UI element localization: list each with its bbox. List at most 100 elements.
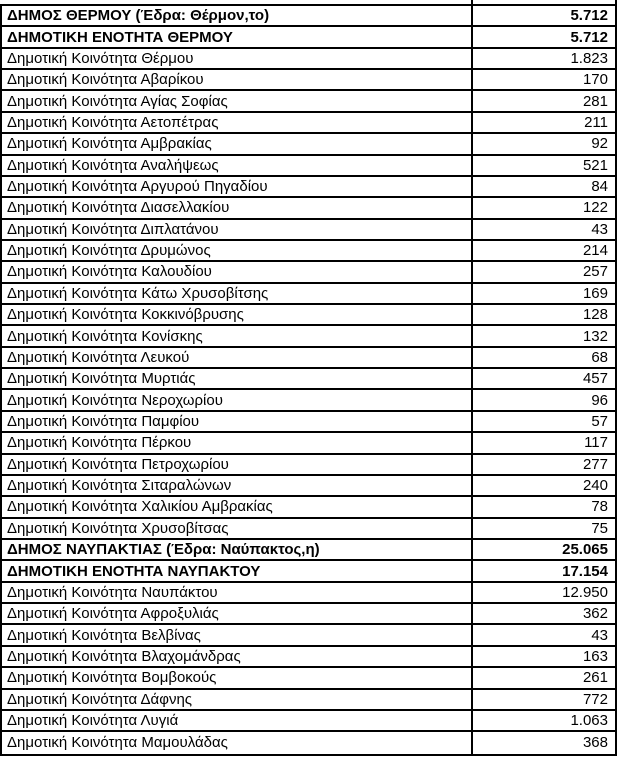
population-value-cell: 277 <box>582 455 608 473</box>
area-name-cell: Δημοτική Κοινότητα Αναλήψεως <box>2 155 473 175</box>
area-name-cell: Δημοτική Κοινότητα Μυρτιάς <box>2 369 473 389</box>
area-name-cell: Δημοτική Κοινότητα Αφροξυλιάς <box>2 604 473 624</box>
table-row: ΔΗΜΟΤΙΚΗ ΕΝΟΤΗΤΑ ΘΕΡΜΟΥ 5.712 <box>2 27 615 49</box>
table-row: Δημοτική Κοινότητα Καλουδίου 257 <box>2 262 615 284</box>
area-name-cell: Δημοτική Κοινότητα Βελβίνας <box>2 625 473 645</box>
population-value-cell: 457 <box>582 370 608 388</box>
table-row: ΔΗΜΟΣ ΝΑΥΠΑΚΤΙΑΣ (Έδρα: Ναύπακτος,η) 25.0… <box>2 539 615 562</box>
table-row: Δημοτική Κοινότητα Σιταραλώνων 240 <box>2 475 615 498</box>
population-value-cell: 362 <box>582 605 608 623</box>
area-name-cell: Δημοτική Κοινότητα Σιταραλώνων <box>2 475 473 496</box>
population-value-cell: 5.712 <box>570 28 608 46</box>
table-row: Δημοτική Κοινότητα Λευκού 68 <box>2 347 615 370</box>
area-name-cell: Δημοτική Κοινότητα Αγίας Σοφίας <box>2 91 473 111</box>
table-row: ΔΗΜΟΣ ΘΕΡΜΟΥ (Έδρα: Θέρμον,το) 5.712 <box>2 6 615 28</box>
population-value-cell: 75 <box>591 519 608 537</box>
area-name-cell: Δημοτική Κοινότητα Δάφνης <box>2 689 473 709</box>
area-name-cell: Δημοτική Κοινότητα Νεροχωρίου <box>2 390 473 410</box>
area-name-cell: Δημοτική Κοινότητα Κοκκινόβρυσης <box>2 305 473 325</box>
area-name-cell: Δημοτική Κοινότητα Κάτω Χρυσοβίτσης <box>2 283 473 304</box>
area-name-cell: Δημοτική Κοινότητα Αμβρακίας <box>2 134 473 154</box>
area-name-cell: Δημοτική Κοινότητα Αετοπέτρας <box>2 112 473 133</box>
area-name-cell: ΔΗΜΟΤΙΚΗ ΕΝΟΤΗΤΑ ΝΑΥΠΑΚΤΟΥ <box>2 561 473 581</box>
table-row: Δημοτική Κοινότητα Αμβρακίας 92 <box>2 134 615 156</box>
population-value-cell: 132 <box>582 327 608 345</box>
population-value-cell: 170 <box>582 71 608 89</box>
table-row: Δημοτική Κοινότητα Δάφνης 772 <box>2 689 615 711</box>
population-value-cell: 772 <box>582 690 608 708</box>
table-row: Δημοτική Κοινότητα Βομβοκούς 261 <box>2 668 615 690</box>
area-name-cell: Δημοτική Κοινότητα Βομβοκούς <box>2 668 473 688</box>
population-value-cell: 57 <box>591 413 608 430</box>
table-row: Δημοτική Κοινότητα Πέρκου 117 <box>2 433 615 455</box>
area-name-cell: Δημοτική Κοινότητα Ναυπάκτου <box>2 582 473 603</box>
area-name-cell: Δημοτική Κοινότητα Κονίσκης <box>2 326 473 346</box>
table-row: Δημοτική Κοινότητα Αργυρού Πηγαδίου 84 <box>2 176 615 199</box>
population-value-cell: 261 <box>582 669 608 687</box>
area-name-cell: Δημοτική Κοινότητα Δρυμώνος <box>2 240 473 261</box>
table-row: Δημοτική Κοινότητα Χρυσοβίτσας 75 <box>2 518 615 540</box>
population-value-cell: 521 <box>582 156 608 174</box>
population-value-cell: 163 <box>582 647 608 665</box>
table-row: Δημοτική Κοινότητα Δρυμώνος 214 <box>2 240 615 263</box>
column-divider-stub <box>471 0 473 6</box>
table-row: Δημοτική Κοινότητα Ναυπάκτου 12.950 <box>2 582 615 605</box>
population-value-cell: 68 <box>591 348 608 366</box>
table-row: ΔΗΜΟΤΙΚΗ ΕΝΟΤΗΤΑ ΝΑΥΠΑΚΤΟΥ 17.154 <box>2 561 615 583</box>
area-name-cell: Δημοτική Κοινότητα Βλαχομάνδρας <box>2 646 473 667</box>
area-name-cell: Δημοτική Κοινότητα Λυγιά <box>2 710 473 731</box>
table-row: Δημοτική Κοινότητα Αετοπέτρας 211 <box>2 112 615 135</box>
population-value-cell: 1.823 <box>570 49 608 67</box>
area-name-cell: Δημοτική Κοινότητα Χρυσοβίτσας <box>2 518 473 538</box>
population-value-cell: 25.065 <box>562 541 608 559</box>
table-row: Δημοτική Κοινότητα Μυρτιάς 457 <box>2 369 615 391</box>
population-table: ΔΗΜΟΣ ΘΕΡΜΟΥ (Έδρα: Θέρμον,το) 5.712 ΔΗΜΟΤ… <box>0 4 617 756</box>
population-value-cell: 122 <box>582 199 608 217</box>
population-value-cell: 78 <box>591 498 608 516</box>
table-row: Δημοτική Κοινότητα Βλαχομάνδρας 163 <box>2 646 615 669</box>
table-row: Δημοτική Κοινότητα Κονίσκης 132 <box>2 326 615 348</box>
population-value-cell: 5.712 <box>570 7 608 25</box>
area-name-cell: Δημοτική Κοινότητα Πετροχωρίου <box>2 454 473 474</box>
area-name-cell: Δημοτική Κοινότητα Αργυρού Πηγαδίου <box>2 176 473 197</box>
right-border-stub <box>615 0 617 6</box>
population-value-cell: 84 <box>591 178 608 196</box>
population-value-cell: 12.950 <box>562 583 608 601</box>
table-row: Δημοτική Κοινότητα Διασελλακίου 122 <box>2 198 615 220</box>
population-value-cell: 117 <box>584 434 608 452</box>
table-row: Δημοτική Κοινότητα Λυγιά 1.063 <box>2 710 615 733</box>
area-name-cell: Δημοτική Κοινότητα Αβαρίκου <box>2 70 473 90</box>
area-name-cell: Δημοτική Κοινότητα Λευκού <box>2 347 473 368</box>
area-name-cell: ΔΗΜΟΣ ΝΑΥΠΑΚΤΙΑΣ (Έδρα: Ναύπακτος,η) <box>2 539 473 560</box>
population-value-cell: 96 <box>591 391 608 409</box>
area-name-cell: Δημοτική Κοινότητα Θέρμου <box>2 48 473 69</box>
population-value-cell: 281 <box>582 92 608 110</box>
area-name-cell: Δημοτική Κοινότητα Διπλατάνου <box>2 219 473 239</box>
population-value-cell: 92 <box>591 135 608 153</box>
population-value-cell: 1.063 <box>570 712 608 730</box>
table-row: Δημοτική Κοινότητα Νεροχωρίου 96 <box>2 390 615 412</box>
population-value-cell: 240 <box>582 477 608 495</box>
table-row: Δημοτική Κοινότητα Αβαρίκου 170 <box>2 70 615 92</box>
population-value-cell: 43 <box>591 220 608 238</box>
population-value-cell: 257 <box>582 263 608 281</box>
population-value-cell: 368 <box>582 734 608 752</box>
table-row: Δημοτική Κοινότητα Αναλήψεως 521 <box>2 155 615 177</box>
population-value-cell: 169 <box>582 284 608 302</box>
table-row: Δημοτική Κοινότητα Παμφίου 57 <box>2 411 615 434</box>
area-name-cell: Δημοτική Κοινότητα Πέρκου <box>2 433 473 453</box>
area-name-cell: ΔΗΜΟΣ ΘΕΡΜΟΥ (Έδρα: Θέρμον,το) <box>2 6 473 26</box>
population-value-cell: 128 <box>582 306 608 324</box>
table-row: Δημοτική Κοινότητα Κοκκινόβρυσης 128 <box>2 305 615 327</box>
table-row: Δημοτική Κοινότητα Αφροξυλιάς 362 <box>2 604 615 626</box>
area-name-cell: Δημοτική Κοινότητα Χαλικίου Αμβρακίας <box>2 497 473 517</box>
population-value-cell: 214 <box>582 242 608 260</box>
table-row: Δημοτική Κοινότητα Διπλατάνου 43 <box>2 219 615 241</box>
table-row: Δημοτική Κοινότητα Βελβίνας 43 <box>2 625 615 647</box>
population-value-cell: 43 <box>591 626 608 644</box>
area-name-cell: ΔΗΜΟΤΙΚΗ ΕΝΟΤΗΤΑ ΘΕΡΜΟΥ <box>2 27 473 47</box>
table-row: Δημοτική Κοινότητα Μαμουλάδας 368 <box>2 732 615 754</box>
table-row: Δημοτική Κοινότητα Πετροχωρίου 277 <box>2 454 615 476</box>
table-row: Δημοτική Κοινότητα Αγίας Σοφίας 281 <box>2 91 615 113</box>
